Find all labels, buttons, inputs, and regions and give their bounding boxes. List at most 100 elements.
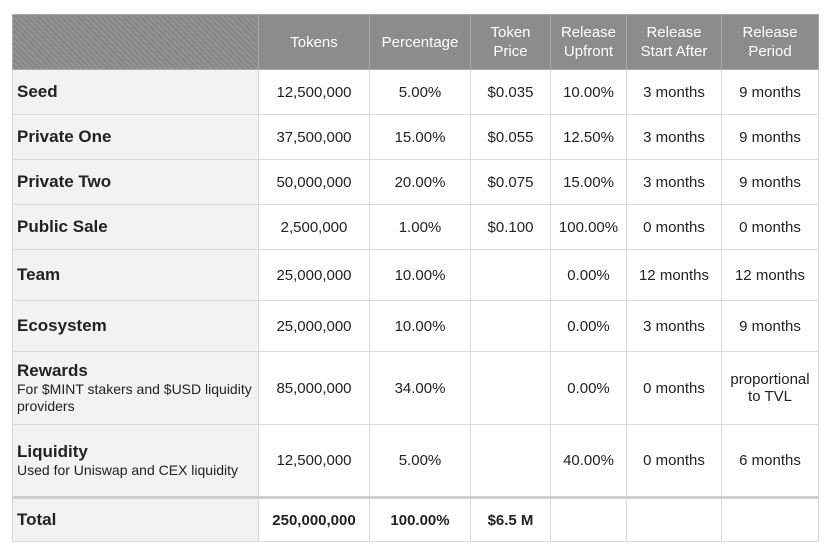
upfront-cell: 0.00%: [550, 351, 627, 425]
upfront-cell: 10.00%: [550, 69, 627, 115]
total-row: Total 250,000,000 100.00% $6.5 M: [12, 496, 819, 542]
period-cell: 9 months: [721, 114, 819, 160]
total-upfront-cell: [550, 496, 627, 542]
total-name-cell: Total: [12, 496, 259, 542]
row-name: Private Two: [17, 172, 112, 191]
period-cell: 12 months: [721, 249, 819, 301]
header-release-period: Release Period: [721, 14, 819, 70]
row-description: Used for Uniswap and CEX liquidity: [17, 462, 238, 478]
table-row: Private Two 50,000,000 20.00% $0.075 15.…: [12, 159, 819, 205]
table-row: Rewards For $MINT stakers and $USD liquid…: [12, 351, 819, 425]
header-release-start-after-line2: Start After: [640, 43, 708, 60]
table-row: Team 25,000,000 10.00% 0.00% 12 months 1…: [12, 249, 819, 301]
upfront-cell: 100.00%: [550, 204, 627, 250]
start-after-cell: 0 months: [626, 351, 722, 425]
period-cell: 6 months: [721, 424, 819, 498]
period-cell: 9 months: [721, 300, 819, 352]
upfront-cell: 0.00%: [550, 300, 627, 352]
period-cell: 9 months: [721, 69, 819, 115]
tokens-cell: 12,500,000: [258, 424, 370, 498]
tokens-cell: 37,500,000: [258, 114, 370, 160]
header-row: Tokens Percentage Token Price Release Upfr…: [12, 14, 819, 70]
row-description: For $MINT stakers and $USD liquidity pro…: [17, 381, 252, 414]
start-after-cell: 0 months: [626, 424, 722, 498]
header-token-price-line1: Token: [490, 24, 531, 41]
row-name-cell: Team: [12, 249, 259, 301]
header-release-upfront-line2: Upfront: [563, 43, 614, 60]
period-cell: proportional to TVL: [721, 351, 819, 425]
table-row: Ecosystem 25,000,000 10.00% 0.00% 3 mont…: [12, 300, 819, 352]
start-after-cell: 3 months: [626, 114, 722, 160]
upfront-cell: 0.00%: [550, 249, 627, 301]
total-period-cell: [721, 496, 819, 542]
header-token-price-line2: Price: [493, 43, 528, 60]
row-name-cell: Ecosystem: [12, 300, 259, 352]
start-after-cell: 12 months: [626, 249, 722, 301]
tokens-cell: 12,500,000: [258, 69, 370, 115]
start-after-cell: 3 months: [626, 159, 722, 205]
header-corner: [12, 14, 259, 70]
percentage-cell: 5.00%: [369, 424, 471, 498]
tokens-cell: 25,000,000: [258, 300, 370, 352]
price-cell: $0.100: [470, 204, 551, 250]
row-name: Team: [17, 265, 61, 284]
upfront-cell: 12.50%: [550, 114, 627, 160]
row-name: Public Sale: [17, 217, 108, 236]
period-cell: 0 months: [721, 204, 819, 250]
row-name-cell: Private One: [12, 114, 259, 160]
price-cell: $0.055: [470, 114, 551, 160]
percentage-cell: 15.00%: [369, 114, 471, 160]
price-cell: [470, 424, 551, 498]
total-price-cell: $6.5 M: [470, 496, 551, 542]
total-percentage-cell: 100.00%: [369, 496, 471, 542]
percentage-cell: 10.00%: [369, 249, 471, 301]
row-name: Liquidity: [17, 442, 88, 461]
header-release-upfront-line1: Release: [560, 24, 617, 41]
total-tokens-cell: 250,000,000: [258, 496, 370, 542]
header-release-upfront: Release Upfront: [550, 14, 627, 70]
header-release-period-line2: Period: [748, 43, 792, 60]
header-token-price: Token Price: [470, 14, 551, 70]
row-name-cell: Private Two: [12, 159, 259, 205]
header-tokens: Tokens: [258, 14, 370, 70]
header-percentage: Percentage: [369, 14, 471, 70]
start-after-cell: 0 months: [626, 204, 722, 250]
header-release-period-line1: Release: [742, 24, 798, 41]
upfront-cell: 15.00%: [550, 159, 627, 205]
percentage-cell: 10.00%: [369, 300, 471, 352]
percentage-cell: 20.00%: [369, 159, 471, 205]
percentage-cell: 1.00%: [369, 204, 471, 250]
total-label: Total: [17, 510, 57, 529]
period-cell: 9 months: [721, 159, 819, 205]
total-start-after-cell: [626, 496, 722, 542]
tokens-cell: 50,000,000: [258, 159, 370, 205]
tokens-cell: 25,000,000: [258, 249, 370, 301]
percentage-cell: 34.00%: [369, 351, 471, 425]
header-release-start-after-line1: Release: [646, 24, 702, 41]
price-cell: [470, 300, 551, 352]
table-row: Private One 37,500,000 15.00% $0.055 12.…: [12, 114, 819, 160]
row-name: Seed: [17, 82, 58, 101]
start-after-cell: 3 months: [626, 300, 722, 352]
table-row: Public Sale 2,500,000 1.00% $0.100 100.0…: [12, 204, 819, 250]
row-name-cell: Liquidity Used for Uniswap and CEX liquid…: [12, 424, 259, 498]
price-cell: [470, 249, 551, 301]
row-name-cell: Seed: [12, 69, 259, 115]
row-name: Private One: [17, 127, 112, 146]
row-name-cell: Public Sale: [12, 204, 259, 250]
percentage-cell: 5.00%: [369, 69, 471, 115]
table-row: Liquidity Used for Uniswap and CEX liquid…: [12, 424, 819, 498]
table-row: Seed 12,500,000 5.00% $0.035 10.00% 3 mo…: [12, 69, 819, 115]
row-name: Ecosystem: [17, 316, 107, 335]
tokens-cell: 2,500,000: [258, 204, 370, 250]
upfront-cell: 40.00%: [550, 424, 627, 498]
start-after-cell: 3 months: [626, 69, 722, 115]
header-release-start-after: Release Start After: [626, 14, 722, 70]
token-allocation-table: Tokens Percentage Token Price Release Upfr…: [12, 14, 819, 542]
price-cell: $0.075: [470, 159, 551, 205]
price-cell: [470, 351, 551, 425]
row-name-cell: Rewards For $MINT stakers and $USD liquid…: [12, 351, 259, 425]
row-name: Rewards: [17, 361, 88, 380]
price-cell: $0.035: [470, 69, 551, 115]
tokens-cell: 85,000,000: [258, 351, 370, 425]
